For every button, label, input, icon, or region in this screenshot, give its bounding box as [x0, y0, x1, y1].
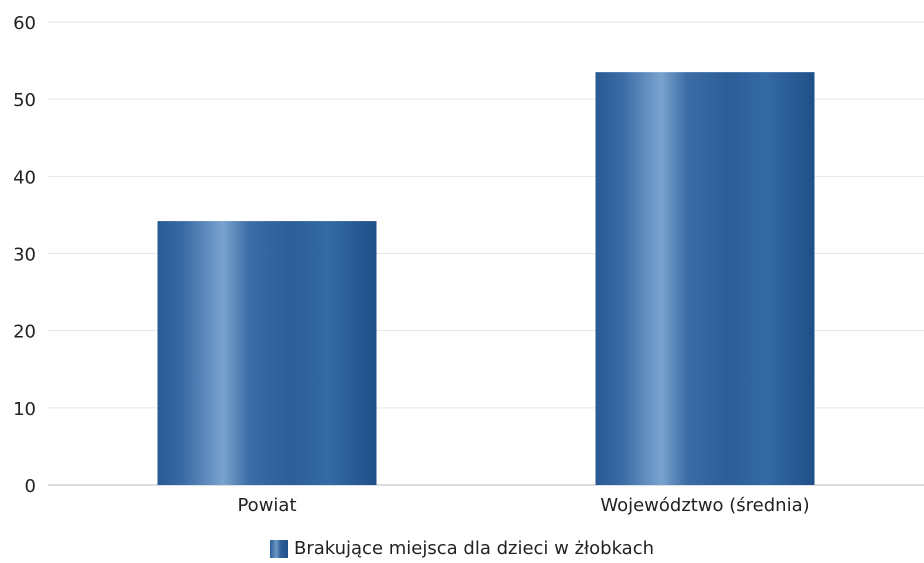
bars: [157, 72, 815, 486]
bar-chart: 0 10 20 30 40 50 60 Powiat Województwo (średnia…: [13, 13, 924, 516]
y-tick-label: 60: [13, 13, 36, 34]
bar: [595, 72, 815, 486]
legend: Brakujące miejsca dla dzieci w żłobkach: [0, 538, 924, 559]
bar: [157, 221, 377, 485]
x-axis: Powiat Województwo (średnia): [237, 495, 809, 516]
y-axis: 0 10 20 30 40 50 60: [13, 13, 36, 497]
y-tick-label: 30: [13, 245, 36, 266]
y-tick-label: 20: [13, 322, 36, 343]
y-tick-label: 50: [13, 90, 36, 111]
x-tick-label: Powiat: [237, 495, 296, 516]
legend-swatch: [269, 539, 288, 558]
y-tick-label: 10: [13, 399, 36, 420]
x-tick-label: Województwo (średnia): [600, 495, 809, 516]
legend-label: Brakujące miejsca dla dzieci w żłobkach: [293, 538, 655, 559]
y-tick-label: 0: [25, 476, 36, 497]
y-tick-label: 40: [13, 167, 36, 188]
